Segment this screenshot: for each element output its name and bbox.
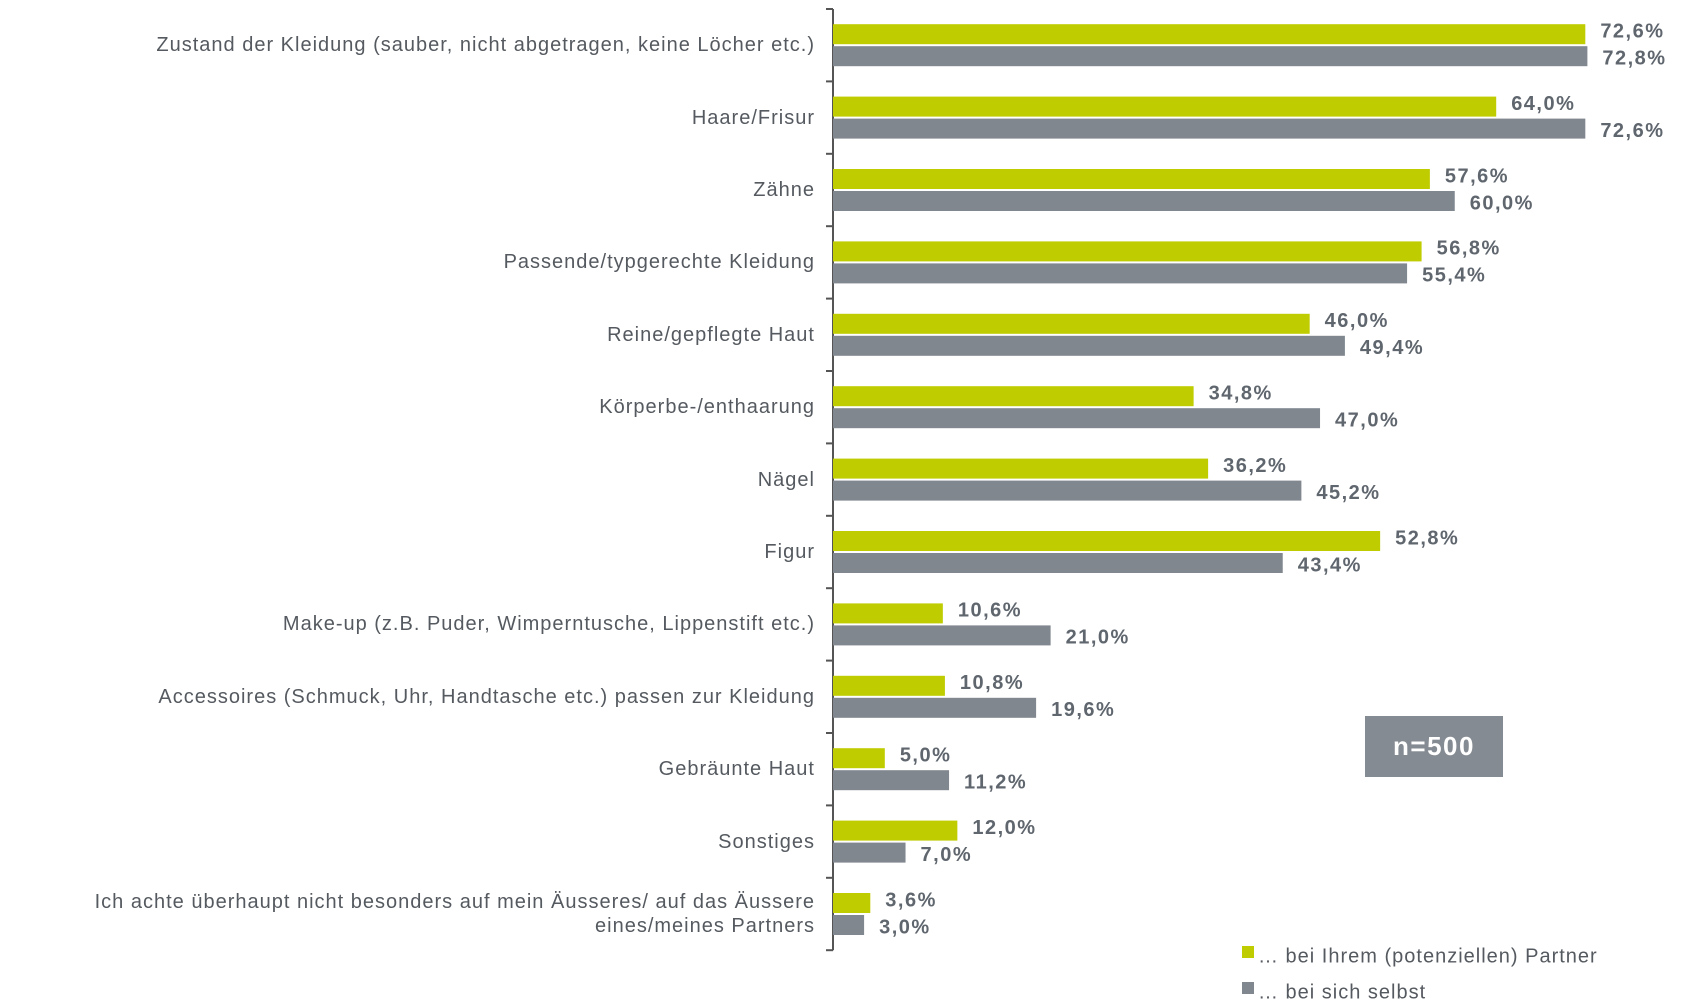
value-label: 55,4%	[1422, 265, 1486, 287]
bar	[833, 458, 1209, 479]
value-label: 72,6%	[1600, 120, 1664, 142]
value-label: 56,8%	[1437, 238, 1501, 260]
category-label: Sonstiges	[718, 830, 815, 853]
bar	[833, 603, 943, 624]
value-label: 36,2%	[1223, 455, 1287, 477]
bar	[833, 915, 865, 935]
bar	[833, 24, 1586, 45]
value-label: 60,0%	[1470, 192, 1534, 214]
bar	[833, 625, 1051, 646]
value-label: 57,6%	[1445, 165, 1509, 187]
bar	[833, 241, 1422, 262]
bar	[833, 748, 885, 769]
value-label: 49,4%	[1360, 337, 1424, 359]
category-label: Make-up (z.B. Puder, Wimperntusche, Lipp…	[282, 613, 815, 636]
value-label: 43,4%	[1298, 554, 1362, 576]
category-label: Accessoires (Schmuck, Uhr, Handtasche et…	[158, 685, 815, 708]
value-label: 46,0%	[1325, 310, 1389, 332]
bar	[833, 313, 1310, 334]
value-label: 11,2%	[964, 771, 1027, 793]
bar	[833, 408, 1321, 429]
bar	[833, 263, 1408, 284]
annotation-box	[1365, 716, 1503, 777]
bar	[833, 480, 1302, 501]
value-label: 34,8%	[1209, 382, 1273, 404]
legend-swatch	[1242, 946, 1254, 958]
category-label: Gebräunte Haut	[658, 758, 815, 781]
legend-swatch	[1242, 982, 1254, 994]
value-label: 5,0%	[900, 744, 952, 766]
category-label: Zähne	[753, 179, 815, 201]
category-label: Körperbe-/enthaarung	[599, 396, 815, 419]
value-label: 64,0%	[1511, 93, 1575, 115]
bar	[833, 820, 958, 841]
bar	[833, 697, 1037, 718]
value-label: 3,0%	[879, 916, 931, 938]
legend-label: … bei Ihrem (potenziellen) Partner	[1258, 945, 1598, 967]
bar	[833, 386, 1194, 407]
annotation: n=500	[1393, 731, 1475, 761]
bar	[833, 770, 950, 791]
bar	[833, 531, 1381, 551]
bar	[833, 118, 1586, 139]
bar	[833, 96, 1497, 117]
value-label: 19,6%	[1051, 699, 1115, 721]
value-label: 10,8%	[960, 672, 1024, 694]
value-label: 21,0%	[1066, 627, 1130, 649]
bar	[833, 553, 1283, 573]
value-label: 72,8%	[1602, 47, 1666, 69]
bar	[833, 842, 906, 863]
value-label: 72,6%	[1600, 20, 1664, 42]
category-label: Haare/Frisur	[691, 106, 815, 129]
legend-label: … bei sich selbst	[1258, 981, 1426, 1003]
category-label: Ich achte überhaupt nicht besonders auf …	[94, 891, 815, 937]
bar	[833, 675, 945, 696]
value-label: 3,6%	[885, 889, 937, 911]
bar	[833, 46, 1588, 67]
bar	[833, 335, 1345, 356]
value-label: 47,0%	[1335, 409, 1399, 431]
category-label: Zustand der Kleidung (sauber, nicht abge…	[156, 34, 815, 57]
category-label: Nägel	[757, 468, 815, 491]
value-label: 45,2%	[1316, 482, 1380, 504]
category-label: Figur	[764, 541, 815, 563]
bar	[833, 893, 871, 913]
bar	[833, 191, 1455, 211]
value-label: 10,6%	[958, 600, 1022, 622]
value-label: 52,8%	[1395, 527, 1459, 549]
category-label: Reine/gepflegte Haut	[607, 323, 815, 346]
value-label: 7,0%	[921, 844, 973, 866]
value-label: 12,0%	[972, 817, 1036, 839]
bar	[833, 169, 1430, 189]
category-label: Passende/typgerechte Kleidung	[503, 251, 815, 274]
